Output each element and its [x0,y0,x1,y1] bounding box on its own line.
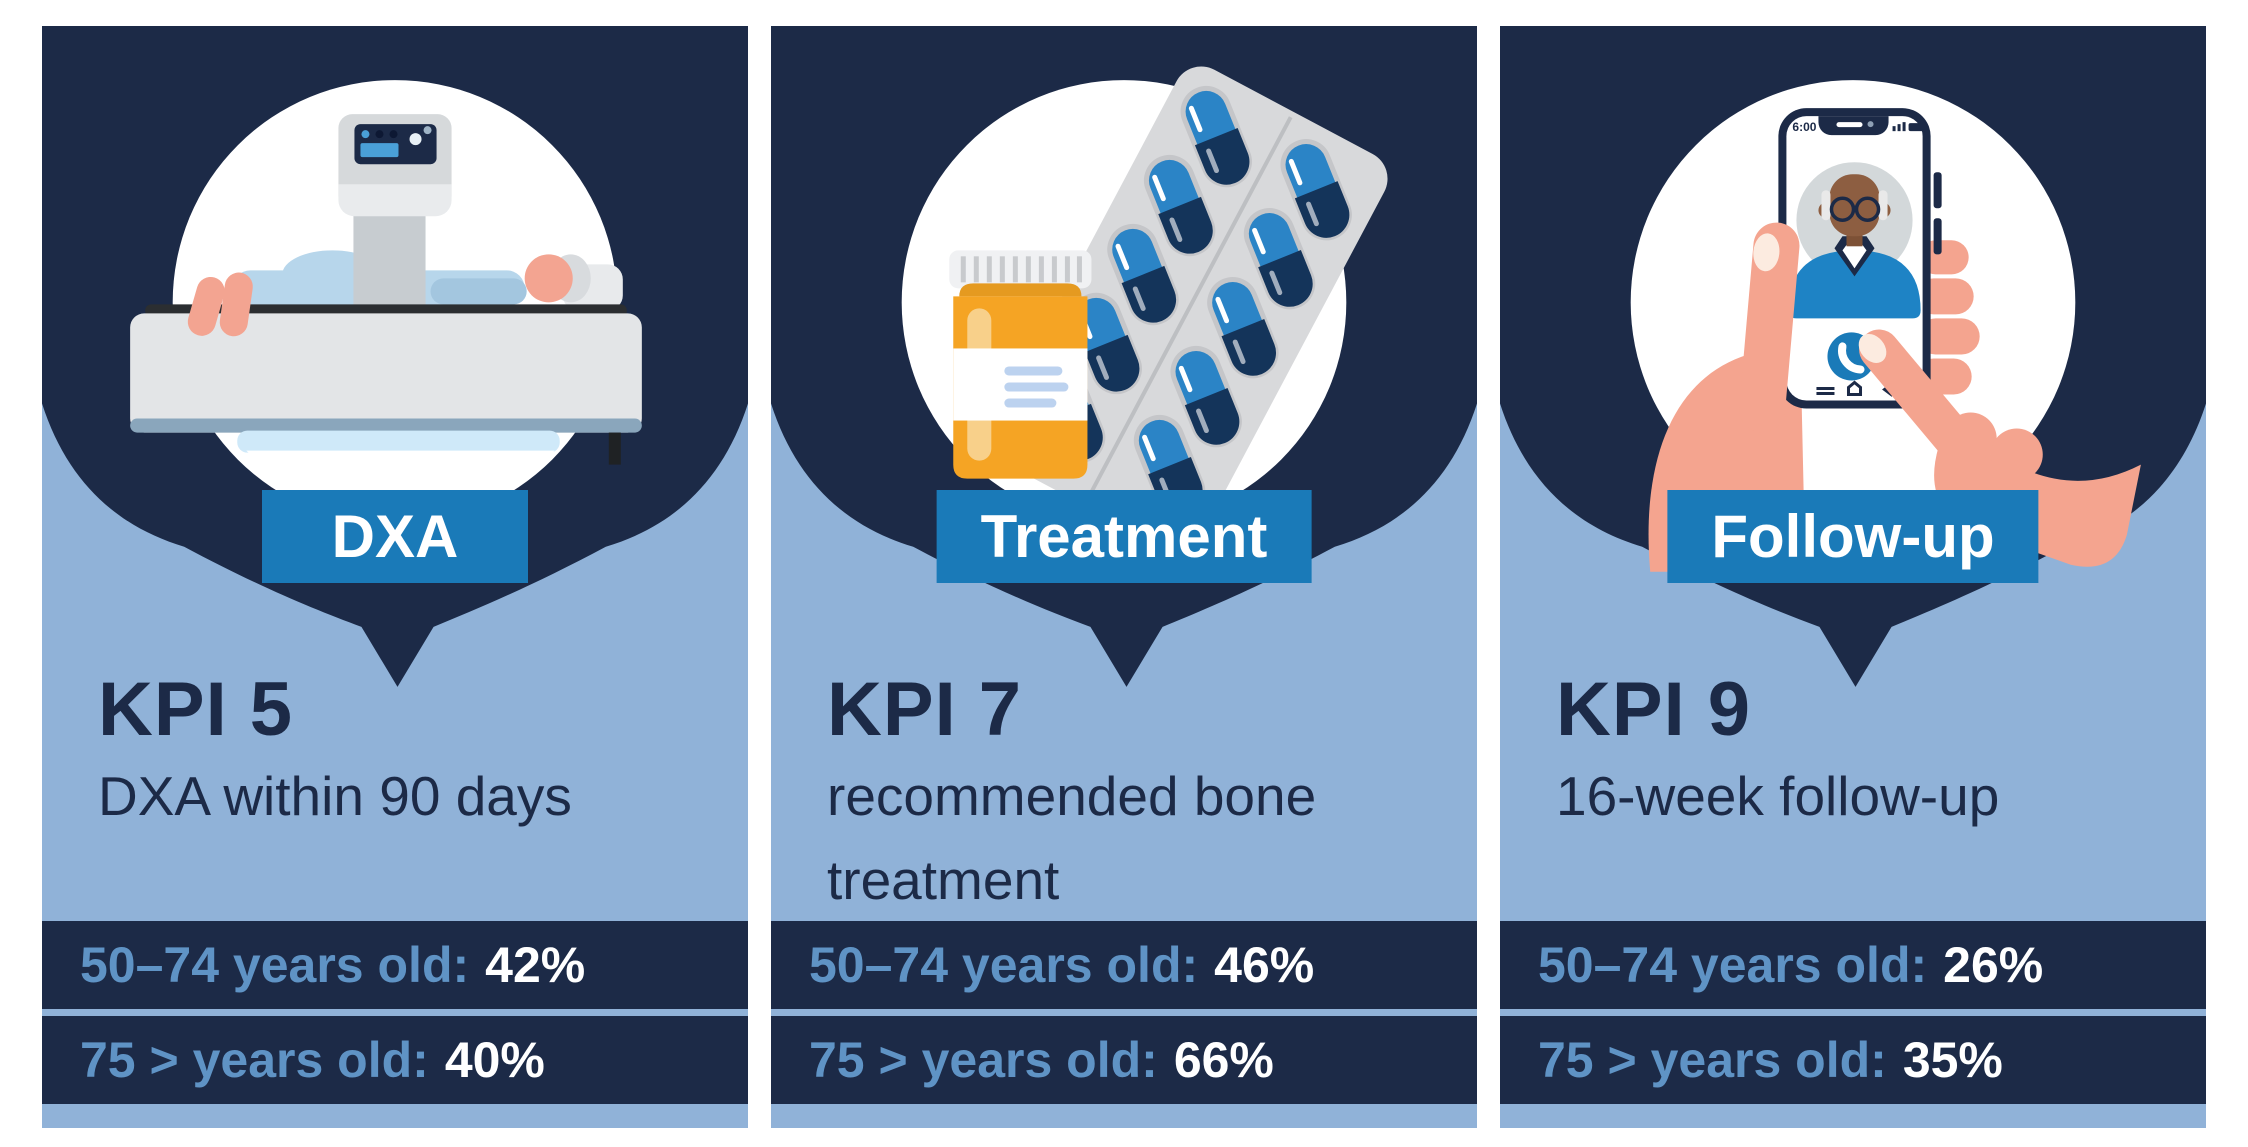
category-banner-dxa: DXA [262,490,528,583]
kpi-block: KPI 5 DXA within 90 days [98,672,718,838]
category-banner-text: Follow-up [1711,503,1995,570]
stat-row-50-74: 50–74 years old: 42% [42,921,748,1009]
shirt [1842,242,1867,269]
stat-value: 35% [1902,1032,2003,1088]
category-banner-text: DXA [331,503,459,570]
stat-row-75-plus: 75 > years old: 40% [42,1016,748,1104]
stat-row-50-74: 50–74 years old: 26% [1500,921,2206,1009]
stat-label: 75 > years old: [1538,1032,1887,1088]
stat-label: 75 > years old: [809,1032,1158,1088]
phone-handset-icon [1838,342,1865,374]
stats-list: 50–74 years old: 26% 75 > years old: 35% [1500,921,2206,1104]
thumb [1739,222,1800,433]
follow-up-card-header-art: 6:00 [1500,26,2206,687]
glasses [1829,196,1881,223]
phone-time: 6:00 [1792,120,1816,134]
stat-label: 75 > years old: [80,1032,429,1088]
treatment-card-header-art [771,26,1477,687]
signal-battery-icons [1892,122,1924,132]
pill-blister-icon [990,66,1388,551]
stat-value: 46% [1214,937,1315,993]
category-banner-follow-up: Follow-up [1667,490,2039,583]
stats-list: 50–74 years old: 42% 75 > years old: 40% [42,921,748,1104]
category-banner-treatment: Treatment [936,490,1312,583]
finger-nail [1858,333,1887,363]
kpi-block: KPI 7 recommended bone treatment [827,672,1447,922]
stat-value: 26% [1943,937,2044,993]
pill-bottle-icon [949,250,1092,479]
dxa-scanner-icon [130,114,642,485]
kpi-card-follow-up: 6:00 [1500,26,2206,1128]
stat-row-75-plus: 75 > years old: 35% [1500,1016,2206,1104]
kpi-card-treatment: Treatment KPI 7 recommended bone treatme… [771,26,1477,1128]
thumb-nail [1753,233,1780,272]
stat-label: 50–74 years old: [809,937,1199,993]
kpi-card-dxa: DXA KPI 5 DXA within 90 days 50–74 years… [42,26,748,1128]
kpi-title: KPI 7 [827,667,1023,752]
kpi-block: KPI 9 16-week follow-up [1556,672,2176,838]
stats-list: 50–74 years old: 46% 75 > years old: 66% [771,921,1477,1104]
kpi-description: DXA within 90 days [98,765,572,827]
stat-label: 50–74 years old: [80,937,470,993]
stat-row-75-plus: 75 > years old: 66% [771,1016,1477,1104]
kpi-description: recommended bone treatment [827,765,1317,911]
stat-value: 40% [444,1032,545,1088]
index-finger [1859,329,1987,474]
kpi-description: 16-week follow-up [1556,765,2000,827]
kpi-title: KPI 9 [1556,667,1752,752]
stat-value: 66% [1173,1032,1274,1088]
stat-row-50-74: 50–74 years old: 46% [771,921,1477,1009]
category-banner-text: Treatment [980,503,1268,570]
sweater [1788,250,1921,319]
dxa-card-header-art [42,26,748,687]
kpi-title: KPI 5 [98,667,294,752]
stat-value: 42% [485,937,586,993]
stat-label: 50–74 years old: [1538,937,1928,993]
